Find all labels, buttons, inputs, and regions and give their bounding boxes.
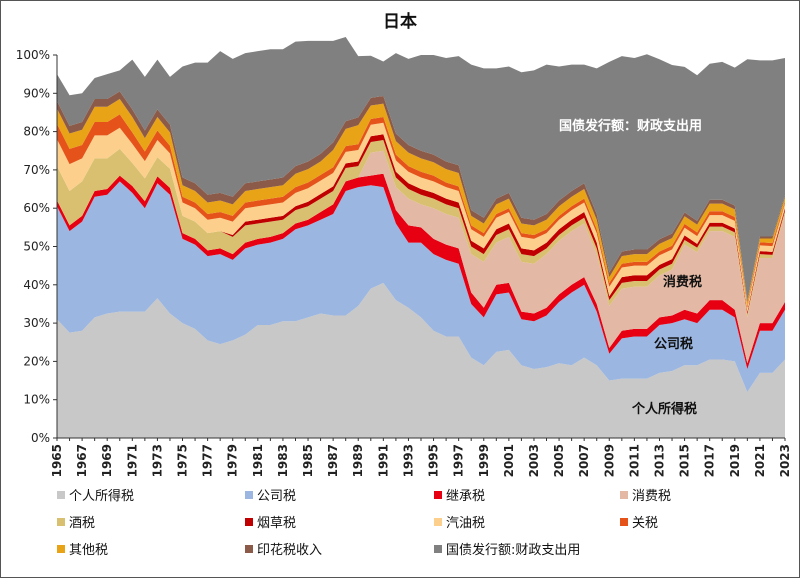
area-series-11 [57, 37, 785, 301]
legend-item-label: 公司税 [257, 489, 296, 504]
legend-item-label: 酒税 [69, 516, 95, 531]
x-tick-label: 1977 [201, 444, 215, 477]
legend-swatch [620, 518, 628, 526]
legend-swatch [434, 491, 442, 499]
y-tick-label: 10% [23, 393, 50, 407]
legend-item-label: 继承税 [446, 489, 485, 504]
x-tick-label: 1975 [176, 444, 190, 477]
area-series-9 [57, 99, 785, 307]
area-series-7 [57, 122, 785, 312]
area-series-1 [57, 282, 785, 438]
x-tick-label: 1981 [251, 444, 265, 477]
x-tick-label: 2009 [602, 444, 616, 477]
annotation-label: 消费税 [663, 274, 702, 290]
annotation-label: 公司税 [654, 336, 693, 352]
legend-swatch [57, 545, 65, 553]
area-series-10 [57, 91, 785, 303]
legend-item-label: 关税 [632, 516, 658, 531]
legend-swatch [245, 518, 253, 526]
x-tick-label: 1993 [401, 444, 415, 477]
x-tick-label: 1967 [75, 444, 89, 477]
y-axis: 0% 10% 20% 30% 40% 50% 60% 70% 80% 90% 100% [16, 48, 58, 445]
x-tick-label: 2003 [527, 444, 541, 477]
x-tick-label: 2015 [678, 444, 692, 477]
x-tick-label: 2023 [778, 444, 792, 477]
x-tick-label: 1989 [351, 444, 365, 477]
y-tick-label: 30% [23, 316, 50, 330]
legend-swatch [434, 545, 442, 553]
x-tick-label: 1999 [477, 444, 491, 477]
legend-item-label: 烟草税 [257, 516, 296, 531]
y-tick-label: 50% [23, 240, 50, 254]
x-tick-label: 2001 [502, 444, 516, 477]
area-series-2 [57, 181, 785, 393]
x-axis: 1965 1967 1969 1971 1973 1975 1977 1979 1981 1983… [50, 437, 792, 477]
legend-swatch [434, 518, 442, 526]
x-tick-label: 2007 [577, 444, 591, 477]
x-tick-label: 2013 [652, 444, 666, 477]
y-tick-label: 80% [23, 125, 50, 139]
legend-item-label: 其他税 [69, 543, 108, 558]
chart-title: 日本 [383, 11, 417, 32]
legend-swatch [620, 491, 628, 499]
x-tick-label: 1979 [226, 444, 240, 477]
y-tick-label: 100% [16, 48, 50, 62]
y-tick-label: 70% [23, 163, 50, 177]
y-tick-label: 60% [23, 201, 50, 215]
area-series-5 [57, 140, 785, 318]
x-tick-label: 1987 [326, 444, 340, 477]
legend-swatch [245, 545, 253, 553]
x-tick-label: 1965 [50, 444, 64, 477]
annotation-label: 国债发行额：财政支出用 [559, 118, 702, 134]
x-tick-label: 1991 [376, 444, 390, 477]
area-series-8 [57, 114, 785, 309]
x-tick-label: 2011 [627, 444, 641, 477]
x-tick-label: 1971 [125, 444, 139, 477]
legend-swatch [57, 518, 65, 526]
legend-item-label: 汽油税 [446, 516, 485, 531]
legend-item-label: 消费税 [632, 489, 671, 504]
legend-item-label: 印花税收入 [257, 542, 322, 558]
y-tick-label: 90% [23, 86, 50, 100]
x-tick-label: 1969 [100, 444, 114, 477]
legend-item-label: 国债发行额:财政支出用 [446, 542, 580, 558]
y-tick-label: 40% [23, 278, 50, 292]
annotation-label: 个人所得税 [631, 401, 697, 417]
x-tick-label: 2005 [552, 444, 566, 477]
x-tick-label: 2017 [703, 444, 717, 477]
x-tick-label: 1973 [150, 444, 164, 477]
x-tick-label: 2019 [728, 444, 742, 477]
x-tick-label: 1983 [276, 444, 290, 477]
x-tick-label: 1997 [452, 444, 466, 477]
x-tick-label: 2021 [753, 444, 767, 477]
legend-swatch [57, 491, 65, 499]
legend-item-label: 个人所得税 [69, 488, 134, 504]
area-layers [57, 37, 785, 438]
y-tick-label: 20% [23, 354, 50, 368]
legend-swatch [245, 491, 253, 499]
x-tick-label: 1985 [301, 444, 315, 477]
area-series-4 [57, 150, 785, 364]
x-tick-label: 1995 [427, 444, 441, 477]
y-tick-label: 0% [31, 431, 50, 445]
